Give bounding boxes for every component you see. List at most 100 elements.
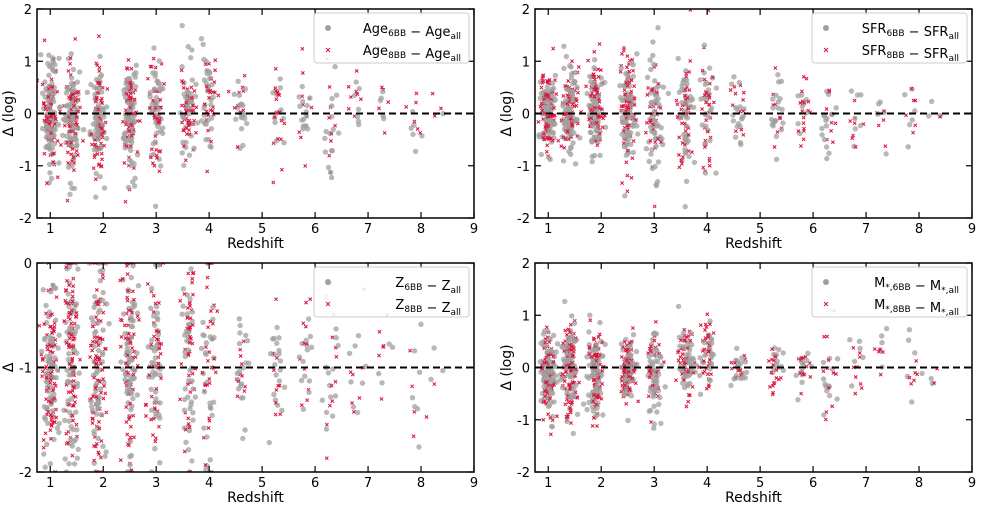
point-8bb bbox=[851, 133, 856, 138]
point-6bb bbox=[562, 298, 568, 305]
point-8bb bbox=[69, 140, 74, 145]
point-6bb bbox=[570, 140, 576, 146]
point-6bb bbox=[194, 120, 201, 126]
point-6bb bbox=[418, 321, 424, 327]
point-6bb bbox=[679, 367, 685, 373]
point-8bb bbox=[589, 354, 594, 359]
point-8bb bbox=[707, 358, 712, 362]
point-6bb bbox=[860, 354, 866, 360]
point-6bb bbox=[188, 55, 194, 61]
point-8bb bbox=[570, 344, 574, 349]
point-6bb bbox=[325, 164, 332, 171]
point-6bb bbox=[568, 392, 575, 398]
point-8bb bbox=[303, 163, 308, 168]
point-8bb bbox=[685, 96, 690, 101]
point-8bb bbox=[125, 432, 130, 437]
point-8bb bbox=[624, 401, 629, 406]
point-8bb bbox=[408, 348, 413, 353]
point-6bb bbox=[679, 86, 685, 93]
point-6bb bbox=[569, 313, 575, 319]
point-8bb bbox=[66, 161, 71, 165]
point-8bb bbox=[414, 91, 419, 96]
point-6bb bbox=[64, 367, 70, 373]
point-8bb bbox=[206, 325, 211, 330]
point-8bb bbox=[185, 382, 190, 387]
point-6bb bbox=[88, 399, 94, 405]
point-6bb bbox=[67, 191, 73, 197]
point-8bb bbox=[145, 282, 150, 286]
point-8bb bbox=[74, 115, 79, 120]
point-8bb bbox=[71, 276, 76, 281]
point-6bb bbox=[157, 460, 163, 466]
point-8bb bbox=[45, 347, 50, 352]
point-8bb bbox=[801, 115, 806, 120]
point-6bb bbox=[622, 377, 628, 383]
point-6bb bbox=[648, 66, 654, 73]
point-8bb bbox=[588, 318, 593, 323]
point-8bb bbox=[620, 181, 625, 186]
point-8bb bbox=[821, 369, 826, 374]
point-8bb bbox=[327, 115, 332, 120]
point-8bb bbox=[703, 322, 708, 327]
point-8bb bbox=[178, 298, 183, 303]
point-8bb bbox=[592, 49, 597, 54]
point-6bb bbox=[180, 286, 187, 292]
point-8bb bbox=[96, 343, 101, 348]
point-8bb bbox=[741, 97, 746, 102]
point-8bb bbox=[624, 358, 629, 362]
point-8bb bbox=[412, 119, 417, 124]
point-8bb bbox=[584, 84, 589, 89]
point-6bb bbox=[93, 194, 99, 200]
point-6bb bbox=[329, 103, 335, 109]
point-6bb bbox=[183, 439, 189, 445]
point-8bb bbox=[633, 381, 638, 386]
point-8bb bbox=[567, 330, 572, 335]
point-6bb bbox=[128, 334, 135, 340]
point-6bb bbox=[236, 340, 243, 347]
point-6bb bbox=[179, 63, 185, 70]
point-8bb bbox=[770, 347, 774, 352]
point-8bb bbox=[96, 452, 101, 457]
point-8bb bbox=[182, 291, 187, 296]
point-8bb bbox=[676, 358, 681, 363]
point-8bb bbox=[186, 422, 191, 426]
point-8bb bbox=[52, 381, 57, 386]
point-6bb bbox=[118, 359, 124, 365]
point-8bb bbox=[834, 372, 838, 376]
point-6bb bbox=[97, 268, 103, 274]
point-6bb bbox=[538, 151, 544, 158]
point-8bb bbox=[626, 123, 631, 128]
point-8bb bbox=[797, 371, 802, 376]
point-6bb bbox=[198, 345, 205, 352]
point-8bb bbox=[96, 299, 101, 304]
point-8bb bbox=[624, 80, 629, 85]
point-6bb bbox=[647, 407, 654, 414]
x-axis-label: Redshift bbox=[227, 490, 284, 506]
point-8bb bbox=[99, 164, 104, 169]
point-6bb bbox=[377, 97, 384, 104]
point-6bb bbox=[329, 95, 335, 102]
point-6bb bbox=[74, 324, 81, 330]
x-tick-label: 6 bbox=[311, 222, 319, 237]
point-6bb bbox=[52, 355, 58, 361]
point-6bb bbox=[44, 420, 51, 427]
point-8bb bbox=[563, 402, 568, 407]
point-8bb bbox=[826, 358, 831, 363]
point-8bb bbox=[99, 151, 104, 156]
point-8bb bbox=[88, 355, 93, 359]
point-6bb bbox=[193, 81, 199, 88]
point-8bb bbox=[48, 436, 53, 441]
point-6bb bbox=[208, 126, 215, 132]
legend-marker-6bb bbox=[823, 25, 829, 31]
point-8bb bbox=[674, 378, 679, 383]
point-6bb bbox=[277, 367, 283, 373]
y-tick-label: 2 bbox=[522, 3, 530, 18]
point-8bb bbox=[98, 361, 103, 366]
point-8bb bbox=[299, 403, 304, 408]
point-6bb bbox=[628, 60, 635, 66]
point-6bb bbox=[709, 340, 715, 346]
point-6bb bbox=[737, 124, 743, 130]
point-8bb bbox=[621, 368, 626, 373]
point-6bb bbox=[330, 126, 336, 132]
point-6bb bbox=[821, 113, 827, 119]
